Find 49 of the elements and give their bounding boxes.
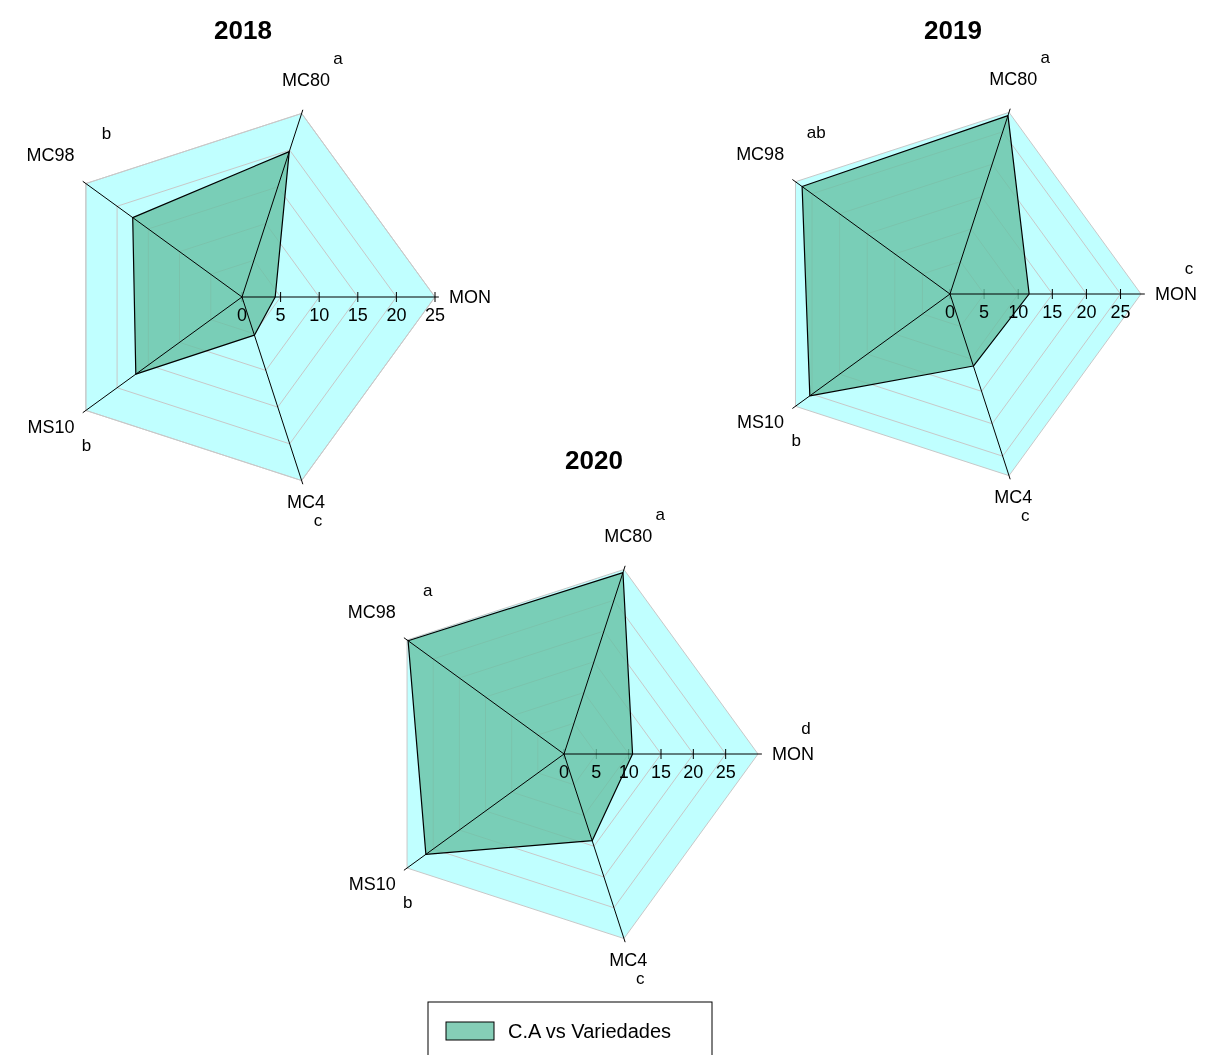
spoke-label: MC98 (26, 145, 75, 166)
y-tick-label: 20 (683, 762, 704, 782)
spoke-label: MON (772, 744, 814, 764)
y-tick-label: 25 (424, 305, 446, 325)
text: c (1184, 259, 1194, 278)
spoke-label: MC80 (281, 70, 330, 91)
text: b (81, 435, 92, 455)
y-tick-label: 20 (1076, 302, 1097, 322)
spoke-label: MC80 (989, 69, 1038, 90)
legend-label: C.A vs Variedades (508, 1020, 672, 1042)
y-tick-label: 5 (591, 762, 602, 782)
text: b (101, 124, 112, 144)
chart-title: 2020 (565, 444, 623, 475)
chart-title: 2018 (214, 14, 272, 45)
y-tick-label: 0 (558, 762, 570, 782)
text: a (422, 580, 433, 600)
text: c (1021, 505, 1030, 525)
spoke-label: MS10 (737, 412, 785, 433)
spoke-label: MS10 (27, 416, 75, 437)
text: c (313, 510, 323, 530)
text: d (801, 719, 811, 738)
y-tick-label: 0 (236, 305, 248, 325)
y-tick-label: 5 (275, 305, 286, 325)
text: a (1040, 48, 1051, 68)
spoke-label: MS10 (348, 874, 396, 895)
y-tick-label: 20 (386, 305, 407, 325)
spoke-label: MON (449, 287, 491, 307)
spoke-label: MC98 (347, 601, 396, 622)
text: b (791, 431, 801, 451)
y-tick-label: 25 (715, 762, 736, 782)
text: a (655, 505, 666, 525)
spoke-label: MC4 (609, 949, 648, 970)
y-tick-label: 15 (1042, 302, 1063, 322)
y-tick-label: 15 (650, 762, 672, 782)
y-tick-label: 5 (979, 302, 990, 322)
y-tick-label: 10 (309, 305, 330, 325)
spoke-label: MC80 (604, 526, 653, 547)
spoke-label: MC98 (736, 143, 785, 164)
spoke-label: MC4 (286, 491, 325, 512)
text: ab (806, 122, 826, 142)
text: c (636, 968, 645, 988)
chart-title: 2019 (924, 14, 982, 45)
y-tick-label: 0 (944, 302, 956, 322)
text: b (402, 893, 413, 913)
spoke-label: MON (1155, 284, 1197, 304)
y-tick-label: 15 (347, 305, 368, 325)
y-tick-label: 25 (1110, 302, 1131, 322)
text: a (333, 49, 343, 69)
spoke-label: MC4 (994, 486, 1033, 507)
